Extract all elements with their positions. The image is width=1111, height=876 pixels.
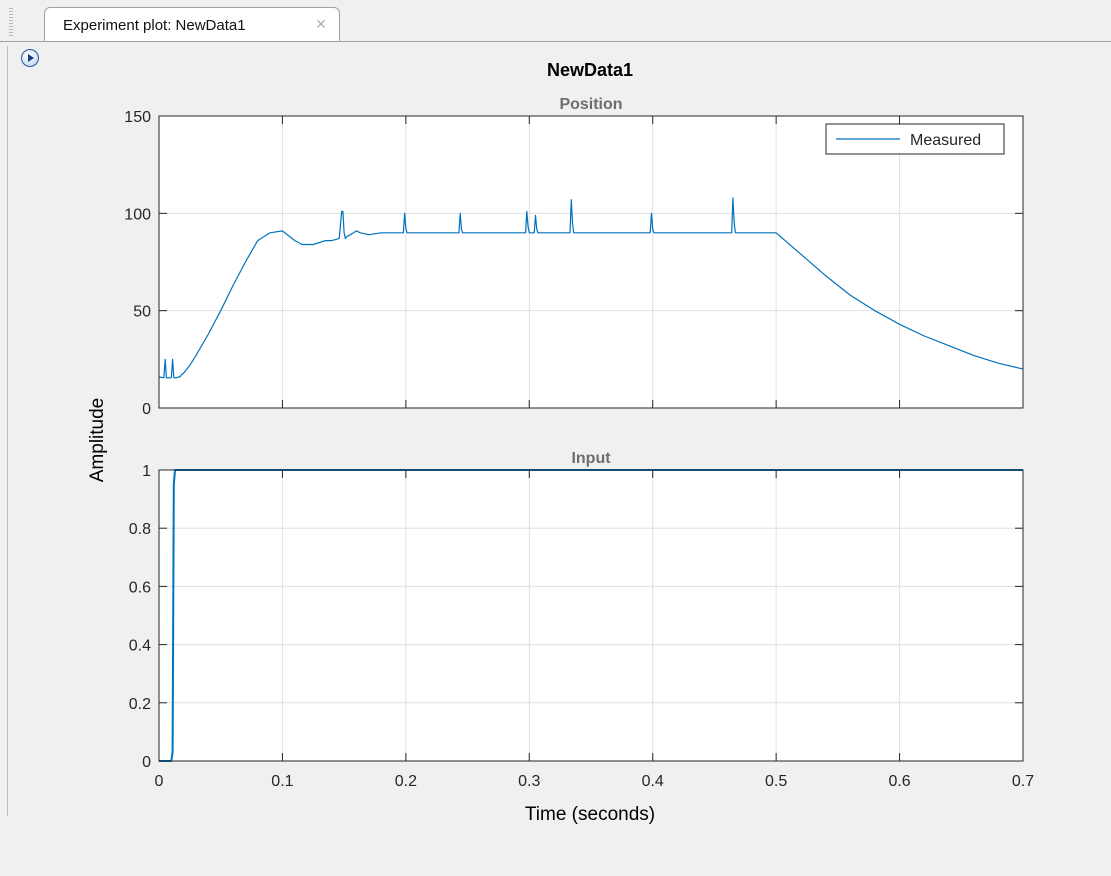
input-axes-box: [158, 469, 1024, 762]
position-y-tick-label: 50: [133, 304, 151, 321]
position-axes-box: [158, 115, 1024, 409]
close-tab-icon[interactable]: ✕: [315, 16, 327, 32]
input-y-tick-label: 0.6: [129, 579, 151, 596]
input-y-tick-label: 0.8: [129, 521, 151, 538]
y-axis-label: Amplitude: [87, 398, 108, 483]
position-legend-label: Measured: [910, 132, 981, 149]
x-axis-label: Time (seconds): [525, 804, 655, 825]
input-y-tick-label: 0.2: [129, 696, 151, 713]
position-series-line: [158, 197, 1024, 379]
input-y-tick-label: 0.4: [129, 638, 151, 655]
x-tick-label: 0.4: [642, 773, 664, 790]
x-tick-label: 0.5: [765, 773, 787, 790]
input-subplot-title: Input: [571, 450, 611, 467]
position-y-tick-label: 150: [124, 109, 151, 126]
x-tick-label: 0.6: [888, 773, 910, 790]
panel-left-border: [7, 46, 8, 816]
tabstrip-grip-handle[interactable]: [9, 8, 13, 38]
x-tick-label: 0.7: [1012, 773, 1034, 790]
x-tick-label: 0.2: [395, 773, 417, 790]
input-y-tick-label: 1: [142, 463, 151, 480]
input-y-tick-label: 0: [142, 754, 151, 771]
input-plot-area: [159, 470, 1023, 761]
position-plot-area: [159, 116, 1023, 408]
figure-title: NewData1: [547, 60, 633, 80]
position-subplot-title: Position: [559, 96, 622, 113]
x-tick-label: 0: [155, 773, 164, 790]
position-y-tick-label: 0: [142, 401, 151, 418]
position-y-tick-label: 100: [124, 206, 151, 223]
document-tabstrip: Experiment plot: NewData1 ✕: [0, 0, 1111, 42]
x-tick-label: 0.3: [518, 773, 540, 790]
tab-experiment-plot[interactable]: Experiment plot: NewData1 ✕: [44, 7, 340, 42]
x-tick-label: 0.1: [271, 773, 293, 790]
tabstrip-divider: [0, 41, 1111, 42]
play-arrow-icon[interactable]: [21, 49, 39, 67]
tab-label: Experiment plot: NewData1: [63, 17, 246, 34]
